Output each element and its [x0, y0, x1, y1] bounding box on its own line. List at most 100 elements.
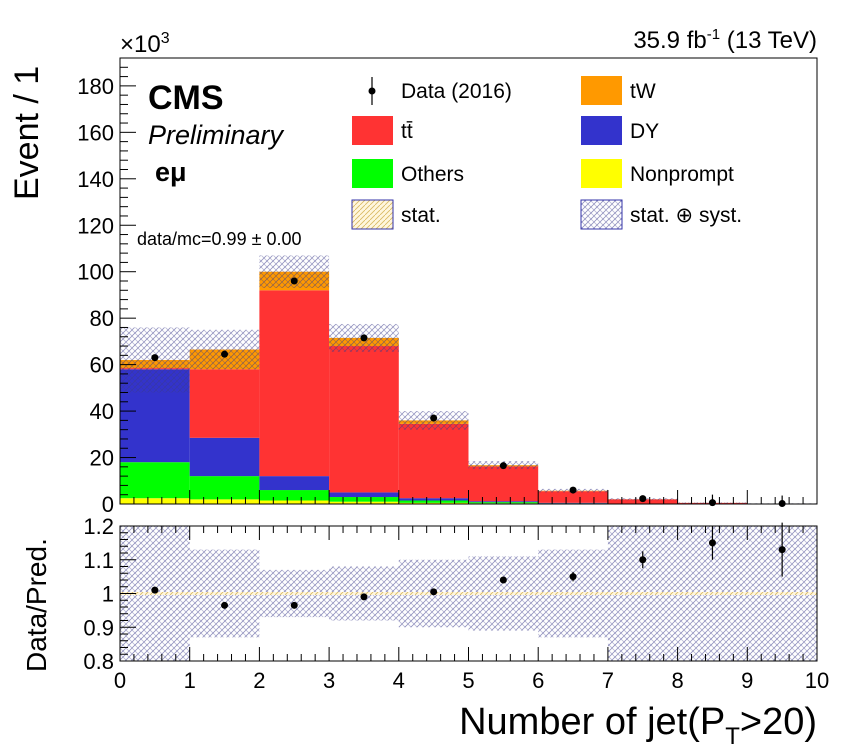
y-tick-label: 0: [102, 492, 114, 517]
bar-dy-3: [329, 492, 399, 498]
data-point-8: [708, 499, 716, 507]
x-tick-label: 8: [671, 668, 683, 693]
bar-others-5: [468, 502, 539, 504]
bar-tt-4: [398, 423, 469, 499]
x-tick-label: 5: [462, 668, 474, 693]
legend-entry-nonprompt: Nonprompt: [581, 159, 734, 188]
bar-tt-6: [538, 491, 608, 503]
legend-swatch: [352, 159, 393, 188]
ratio-point-7: [639, 556, 647, 564]
lumi-label: 35.9 fb-1 (13 TeV): [633, 26, 817, 54]
bar-tt-5: [468, 466, 539, 502]
y-tick-label: 140: [77, 167, 114, 192]
y-tick-label: 160: [77, 120, 114, 145]
legend: Data (2016) tW tt̄ DY Others Nonprompt stat. st…: [351, 76, 742, 230]
y-tick-label: 60: [90, 353, 114, 378]
bar-tt-3: [329, 346, 399, 493]
legend-label: DY: [630, 120, 659, 143]
legend-label: tW: [630, 80, 656, 103]
y-tick-label: 180: [77, 74, 114, 99]
bar-dy-5: [468, 501, 539, 503]
y-tick-label: 80: [90, 306, 114, 331]
bar-nonprompt-2: [259, 500, 330, 504]
data-point-4: [430, 414, 438, 422]
bar-nonprompt-4: [398, 502, 469, 504]
bar-others-0: [120, 462, 190, 499]
legend-entry-ttbar: tt̄: [352, 116, 413, 145]
bar-tt-1: [189, 369, 260, 438]
legend-swatch: [581, 159, 622, 188]
ratio-point-8: [708, 539, 716, 547]
legend-entry-tw: tW: [581, 76, 656, 105]
bar-others-1: [189, 476, 260, 500]
data-point-2: [290, 277, 298, 285]
ratio-y-tick-label: 0.8: [83, 649, 114, 674]
ratio-plot: 0.8 0.9 1 1.1 1.2 0 1 2 3 4 5 6 7 8 9 10: [83, 514, 829, 693]
data-point-5: [499, 462, 507, 470]
bar-nonprompt-3: [329, 501, 399, 504]
x-tick-label: 1: [184, 668, 196, 693]
ratio-point-6: [569, 573, 577, 581]
ratio-point-9: [778, 546, 786, 554]
ratio-point-3: [360, 593, 368, 601]
ratio-y-axis-title: Data/Pred.: [21, 538, 52, 672]
bar-nonprompt-1: [189, 499, 260, 504]
bar-others-4: [398, 500, 469, 503]
bar-dy-4: [398, 498, 469, 501]
ratio-y-tick-label: 0.9: [83, 615, 114, 640]
channel-label: eμ: [155, 157, 187, 187]
bar-nonprompt-0: [120, 498, 190, 504]
bar-dy-1: [189, 437, 260, 477]
syst-band-1: [189, 329, 260, 370]
y-tick-label: 20: [90, 446, 114, 471]
x-tick-label: 0: [114, 668, 126, 693]
legend-entry-dy: DY: [581, 116, 659, 145]
ratio-point-1: [221, 601, 229, 609]
legend-entry-stat: stat.: [351, 199, 441, 230]
scale-label: ×103: [120, 30, 170, 58]
experiment-label: CMS: [148, 79, 224, 117]
ratio-y-tick-label: 1.2: [83, 514, 114, 539]
x-tick-label: 3: [323, 668, 335, 693]
legend-entry-syst: stat. ⊕ syst.: [580, 199, 742, 230]
x-tick-label: 4: [393, 668, 405, 693]
datamc-label: data/mc=0.99 ± 0.00: [137, 229, 302, 249]
main-plot: 0 20 40 60 80 100 120 140 160 180: [77, 57, 818, 517]
legend-label: stat. ⊕ syst.: [630, 204, 742, 227]
ratio-stat-band: [120, 592, 817, 595]
data-point-3: [360, 334, 368, 342]
data-point-6: [569, 486, 577, 494]
ratio-point-2: [290, 601, 298, 609]
bar-others-2: [259, 490, 330, 501]
ratio-point-0: [151, 586, 159, 594]
bar-others-3: [329, 497, 399, 502]
legend-label: tt̄: [401, 120, 413, 143]
status-label: Preliminary: [148, 120, 285, 150]
bar-tt-2: [259, 290, 330, 477]
x-tick-label: 6: [532, 668, 544, 693]
ratio-y-tick-label: 1.1: [83, 548, 114, 573]
legend-label: stat.: [401, 204, 441, 227]
x-tick-label: 7: [602, 668, 614, 693]
x-tick-label: 10: [805, 668, 829, 693]
legend-label: Nonprompt: [630, 163, 734, 186]
x-axis-title: Number of jet(PT>20): [459, 701, 817, 750]
legend-swatch: [581, 116, 622, 145]
data-point-7: [639, 495, 647, 503]
legend-swatch: [581, 76, 622, 105]
legend-swatch: [580, 199, 623, 230]
legend-label: Others: [401, 163, 464, 186]
ratio-point-5: [499, 576, 507, 584]
y-tick-label: 120: [77, 213, 114, 238]
bar-dy-2: [259, 476, 330, 491]
x-tick-label: 2: [253, 668, 265, 693]
ratio-y-tick-label: 1: [102, 582, 114, 607]
data-point-0: [151, 354, 159, 362]
y-axis-title: Event / 1: [8, 66, 46, 200]
ratio-point-4: [430, 588, 438, 596]
legend-entry-others: Others: [352, 159, 464, 188]
data-point-1: [221, 350, 229, 358]
legend-swatch: [351, 199, 394, 230]
legend-label: Data (2016): [401, 80, 512, 103]
